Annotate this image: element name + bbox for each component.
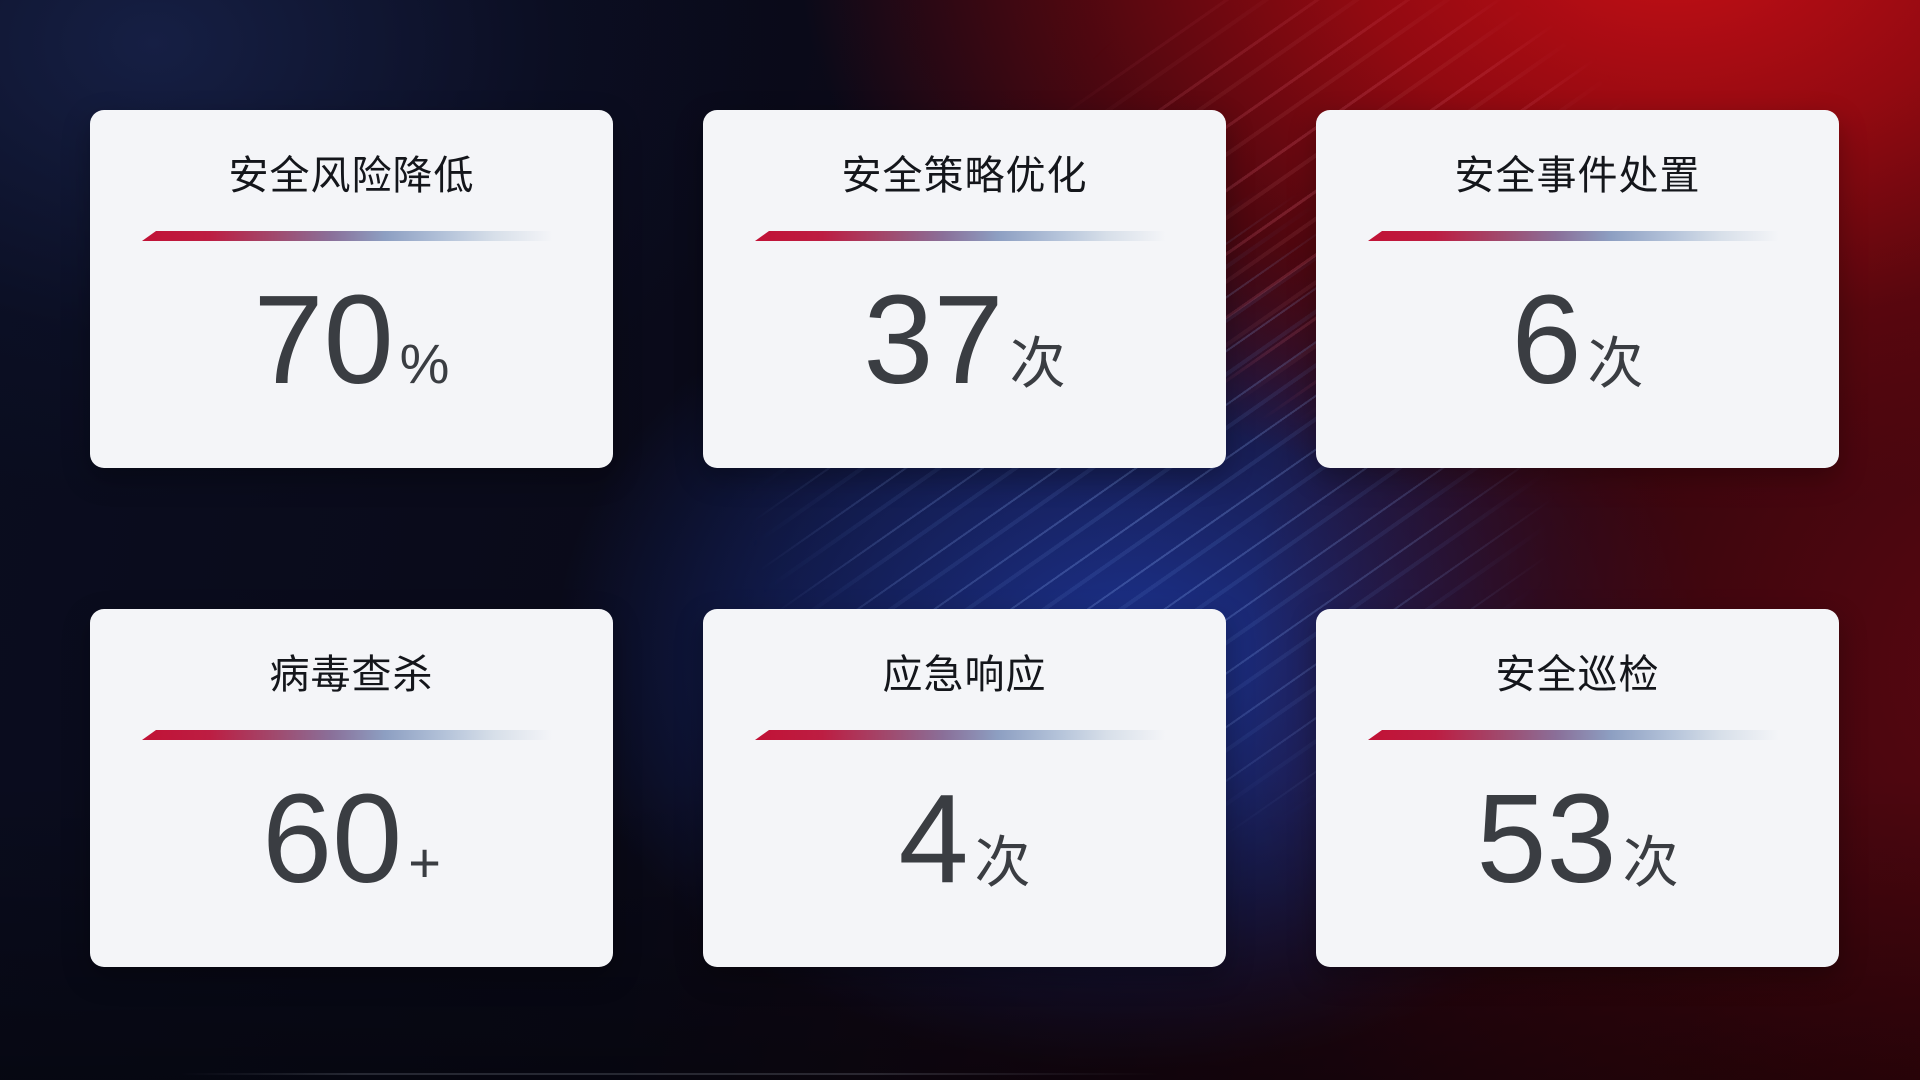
stat-value: 53: [1476, 768, 1617, 909]
stat-row: 53 次: [1316, 776, 1839, 902]
accent-divider-line: [142, 730, 561, 740]
stat-card-incident-handling: 安全事件处置 6 次: [1316, 110, 1839, 468]
stat-value: 60: [262, 768, 403, 909]
stat-value: 37: [863, 269, 1004, 410]
stat-unit: +: [408, 831, 441, 894]
stats-grid: 安全风险降低 70 % 安全策略优化 37 次 安全事件处置 6 次 病毒查: [90, 110, 1839, 967]
stat-unit: %: [399, 332, 450, 395]
stat-card-risk-reduction: 安全风险降低 70 %: [90, 110, 613, 468]
stat-unit: 次: [1622, 831, 1679, 894]
stat-value: 6: [1511, 269, 1582, 410]
stat-row: 37 次: [703, 277, 1226, 403]
bottom-glint-decor: [180, 1073, 1160, 1075]
stat-row: 70 %: [90, 277, 613, 403]
stat-row: 6 次: [1316, 277, 1839, 403]
stat-card-virus-scan: 病毒查杀 60 +: [90, 609, 613, 967]
card-title: 安全事件处置: [1454, 154, 1701, 198]
stat-unit: 次: [974, 831, 1031, 894]
stat-card-security-inspection: 安全巡检 53 次: [1316, 609, 1839, 967]
stat-card-policy-optimization: 安全策略优化 37 次: [703, 110, 1226, 468]
stat-card-emergency-response: 应急响应 4 次: [703, 609, 1226, 967]
accent-divider-line: [1368, 730, 1787, 740]
stat-unit: 次: [1587, 332, 1644, 395]
accent-divider-line: [755, 231, 1174, 241]
stat-row: 4 次: [703, 776, 1226, 902]
card-title: 安全策略优化: [841, 154, 1088, 198]
accent-divider-line: [755, 730, 1174, 740]
card-title: 应急响应: [882, 653, 1047, 697]
stat-row: 60 +: [90, 776, 613, 902]
stat-value: 70: [253, 269, 394, 410]
accent-divider-line: [1368, 231, 1787, 241]
stat-value: 4: [898, 768, 969, 909]
accent-divider-line: [142, 231, 561, 241]
card-title: 安全风险降低: [228, 154, 475, 198]
card-title: 病毒查杀: [269, 653, 434, 697]
card-title: 安全巡检: [1495, 653, 1660, 697]
stat-unit: 次: [1009, 332, 1066, 395]
